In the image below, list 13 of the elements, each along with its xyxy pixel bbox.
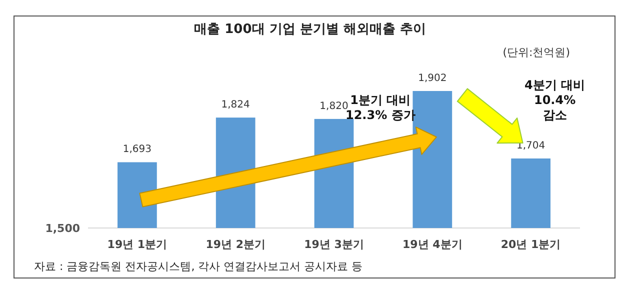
annotation: 4분기 대비 10.4% 감소 bbox=[524, 78, 586, 122]
x-tick-label: 19년 4분기 bbox=[402, 238, 462, 251]
text: 자료 : 금융감독원 전자공시스템, 각사 연결감사보고서 공시자료 등 bbox=[34, 260, 363, 273]
x-tick-label: 19년 3분기 bbox=[304, 238, 364, 251]
text: (단위:천억원) bbox=[502, 46, 570, 59]
x-tick-label: 19년 1분기 bbox=[107, 238, 168, 251]
x-tick-label: 19년 2분기 bbox=[206, 238, 266, 251]
data-label: 1,902 bbox=[418, 73, 447, 84]
x-tick-label: 20년 1분기 bbox=[500, 238, 561, 251]
data-label: 1,824 bbox=[221, 100, 250, 111]
data-label: 1,693 bbox=[122, 144, 152, 156]
text: 1,500 bbox=[45, 222, 80, 235]
chart-title: 매출 100대 기업 분기별 해외매출 추이 bbox=[194, 22, 426, 37]
